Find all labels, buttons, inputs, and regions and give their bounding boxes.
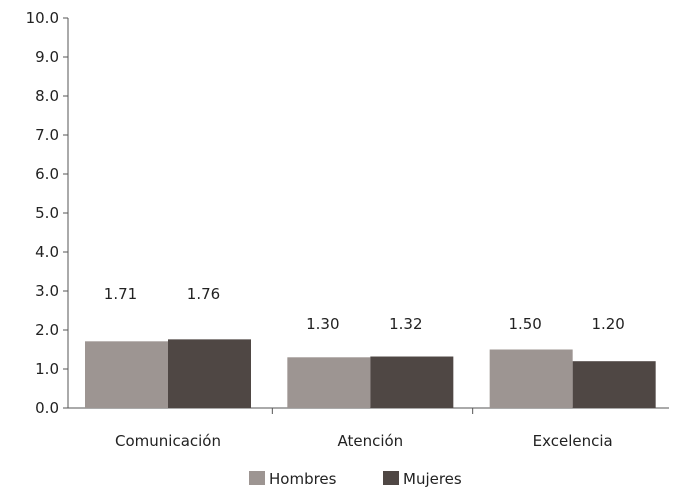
- y-tick-label: 2.0: [35, 321, 59, 339]
- data-label: 1.20: [591, 315, 624, 333]
- y-tick-label: 4.0: [35, 243, 59, 261]
- legend-swatch-hombres: [249, 471, 265, 485]
- bar-hombres-1: [287, 357, 371, 408]
- data-label: 1.30: [306, 315, 339, 333]
- bar-mujeres-0: [168, 339, 251, 408]
- legend-label: Mujeres: [403, 470, 462, 488]
- legend: Hombres Mujeres: [249, 470, 462, 488]
- y-tick-label: 7.0: [35, 126, 59, 144]
- y-tick-label: 3.0: [35, 282, 59, 300]
- category-labels: Comunicación Atención Excelencia: [115, 432, 613, 450]
- legend-swatch-mujeres: [383, 471, 399, 485]
- bar-mujeres-2: [572, 361, 656, 408]
- y-tick-label: 9.0: [35, 48, 59, 66]
- bars: [85, 339, 656, 408]
- data-label: 1.76: [187, 285, 220, 303]
- category-label: Comunicación: [115, 432, 221, 450]
- y-tick-label: 10.0: [26, 9, 59, 27]
- legend-label: Hombres: [269, 470, 337, 488]
- y-tick-label: 1.0: [35, 360, 59, 378]
- y-tick-label: 5.0: [35, 204, 59, 222]
- category-label: Atención: [337, 432, 403, 450]
- bar-mujeres-1: [370, 356, 454, 408]
- bar-hombres-0: [85, 341, 168, 408]
- data-labels: 1.71 1.76 1.30 1.32 1.50 1.20: [104, 285, 625, 333]
- data-label: 1.50: [508, 315, 541, 333]
- data-label: 1.71: [104, 285, 137, 303]
- axes: 0.0 1.0 2.0 3.0 4.0 5.0 6.0 7.0 8.0 9.0 10.0: [26, 9, 669, 417]
- y-tick-label: 8.0: [35, 87, 59, 105]
- category-label: Excelencia: [533, 432, 613, 450]
- bar-hombres-2: [489, 349, 573, 408]
- y-tick-label: 0.0: [35, 399, 59, 417]
- y-tick-label: 6.0: [35, 165, 59, 183]
- data-label: 1.32: [389, 315, 422, 333]
